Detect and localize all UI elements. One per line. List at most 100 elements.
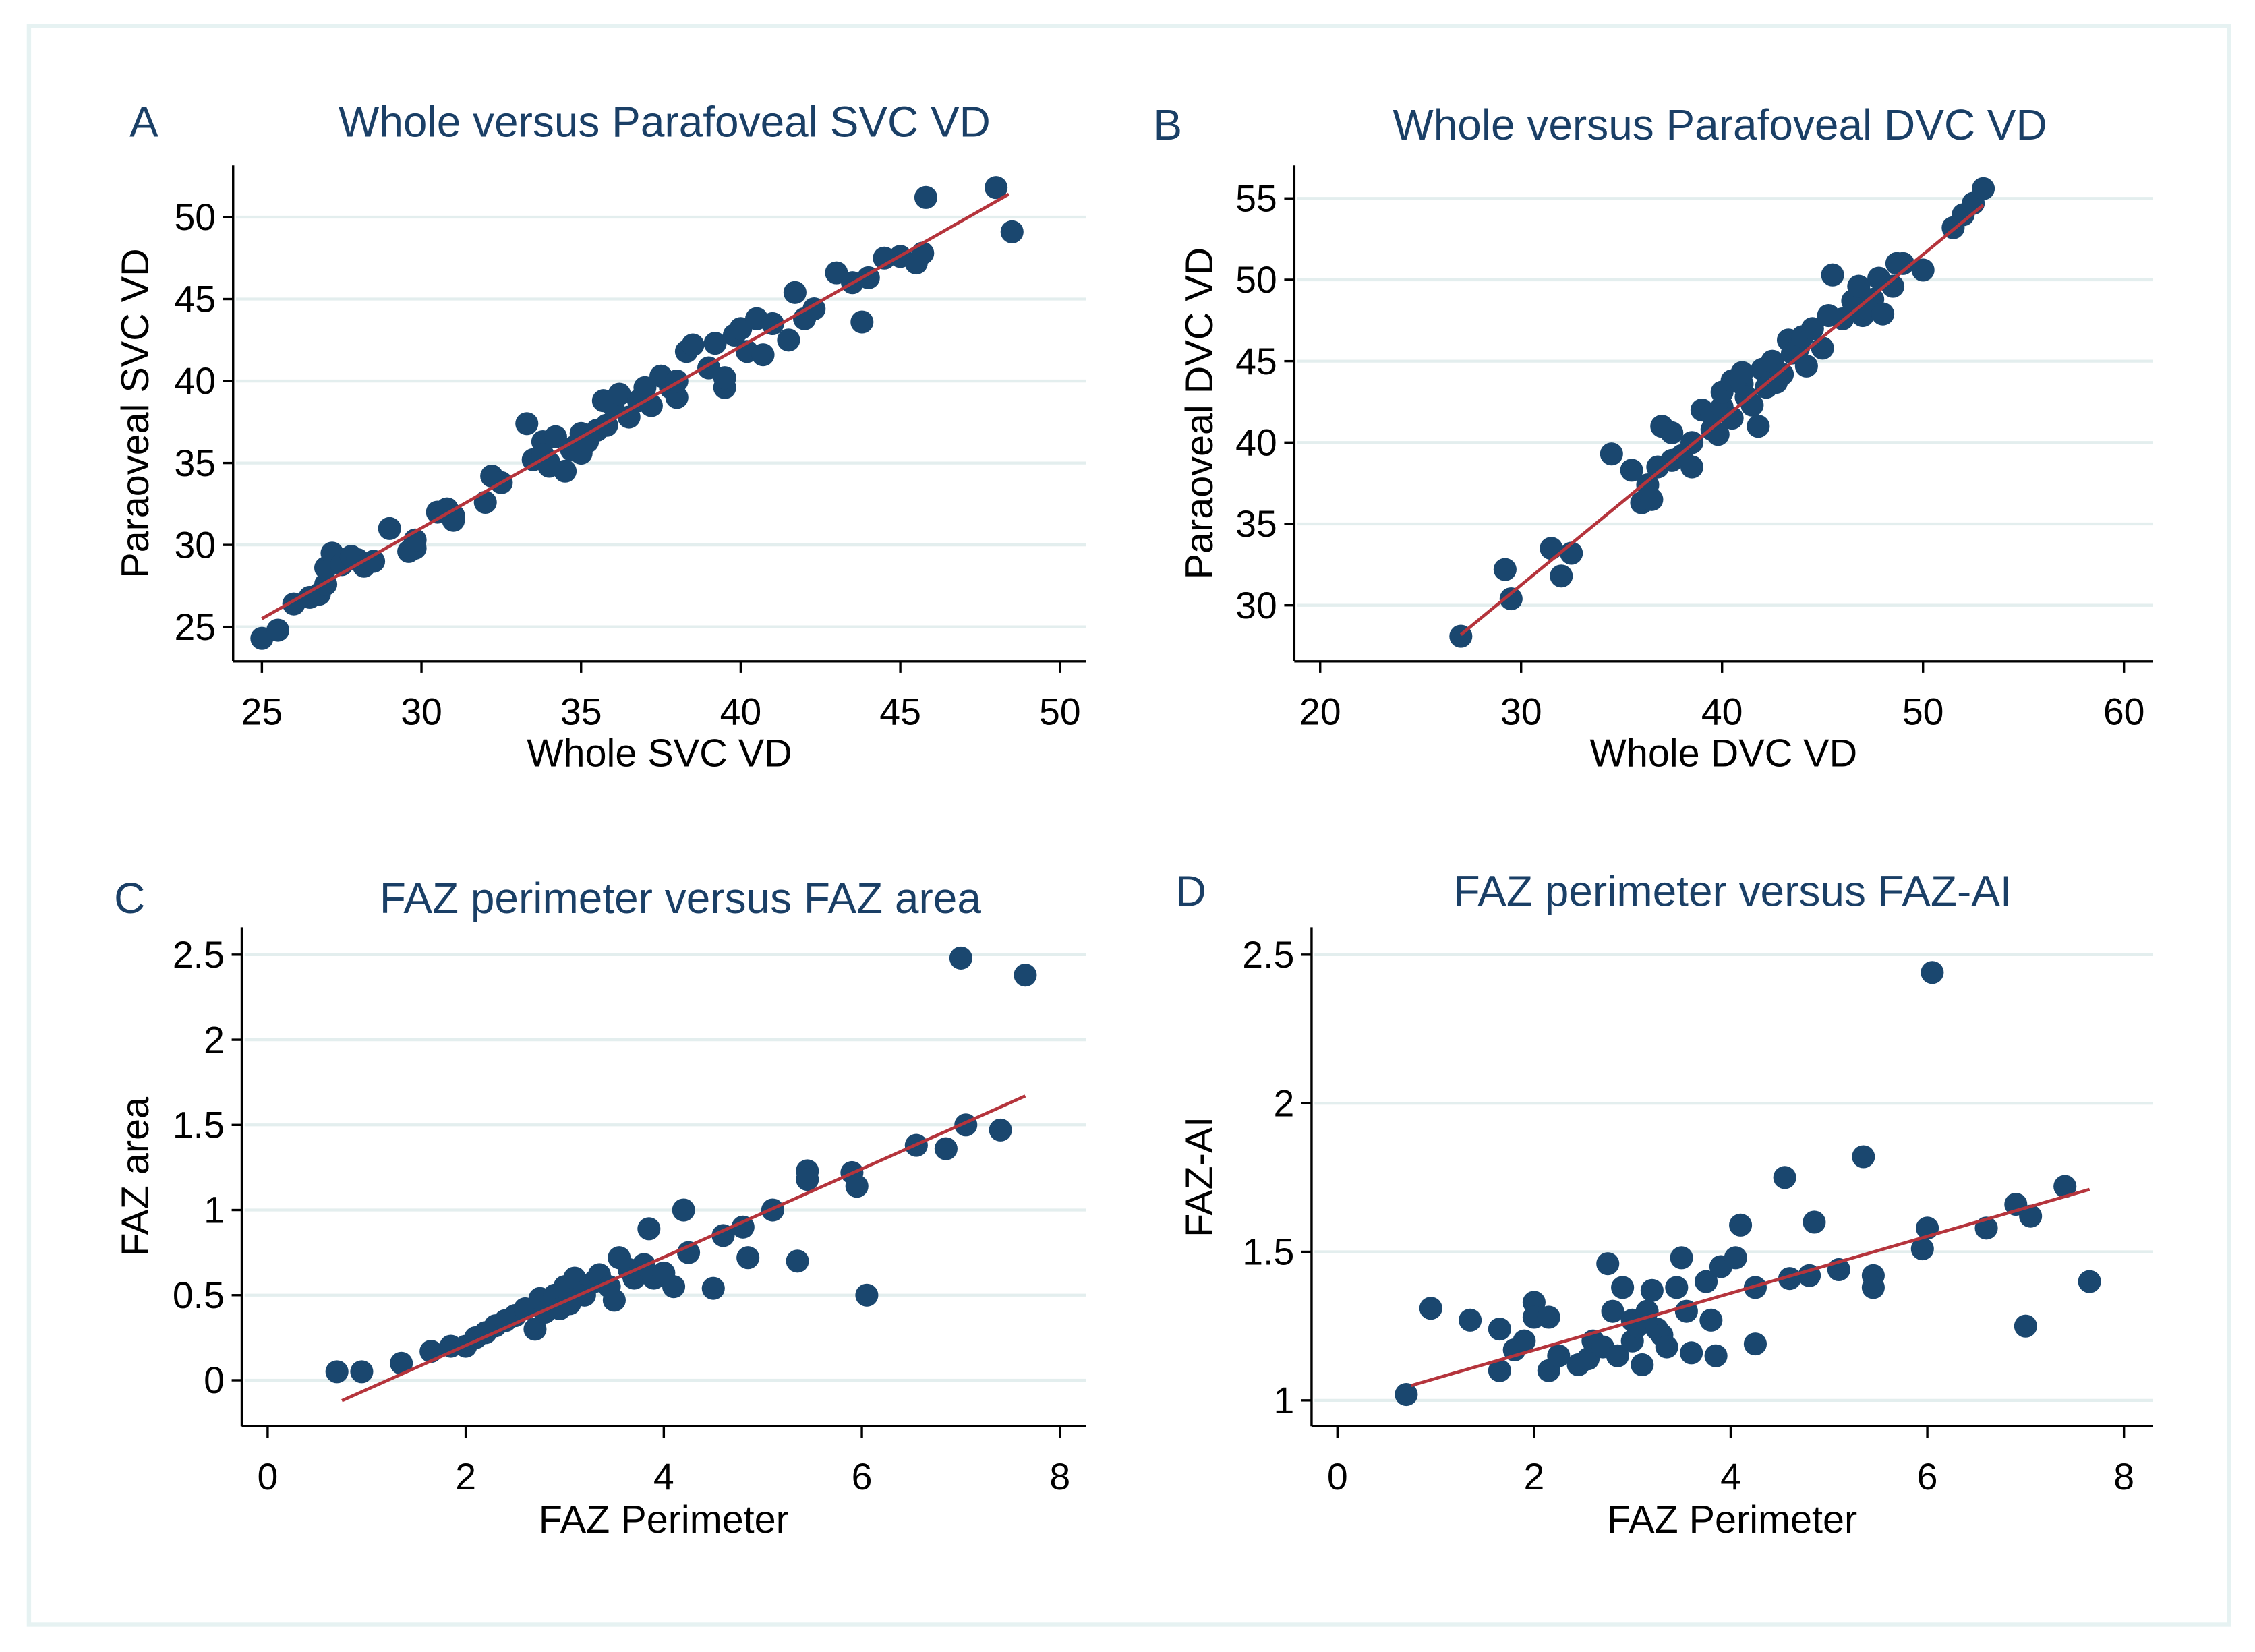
- data-point: [390, 1351, 413, 1375]
- data-point: [1803, 1210, 1826, 1234]
- data-point: [2078, 1270, 2101, 1293]
- x-tick-label: 2: [455, 1456, 476, 1498]
- data-point: [325, 1360, 349, 1384]
- data-point: [1743, 1332, 1767, 1356]
- data-point: [1871, 302, 1895, 326]
- data-point: [703, 332, 727, 355]
- panel-c: 0 0.5 1 1.5 2 2.5 0 2 4 6 8 C FAZ perimeter versus F…: [114, 874, 1086, 1541]
- panel-letter: B: [1153, 100, 1182, 149]
- data-point: [1395, 1382, 1418, 1407]
- x-axis-title: Whole DVC VD: [1590, 732, 1858, 775]
- data-point: [544, 425, 567, 448]
- data-point: [855, 1283, 879, 1307]
- data-point: [845, 1175, 869, 1198]
- panel-letter: A: [129, 98, 158, 146]
- data-point: [1821, 263, 1844, 287]
- data-point: [1730, 361, 1754, 384]
- data-point: [442, 504, 465, 527]
- x-tick-label: 60: [2103, 691, 2145, 733]
- x-tick-label: 0: [257, 1456, 278, 1498]
- x-tick-label: 20: [1299, 691, 1341, 733]
- data-point: [602, 1289, 626, 1312]
- data-point: [1729, 1213, 1753, 1237]
- y-tick-label: 1: [204, 1189, 225, 1231]
- data-point: [1596, 1252, 1620, 1276]
- data-point: [985, 176, 1008, 200]
- chart-title: FAZ perimeter versus FAZ area: [380, 874, 981, 922]
- panel-letter: C: [114, 874, 145, 922]
- data-point: [1459, 1308, 1482, 1332]
- data-point: [473, 490, 497, 514]
- data-point: [1631, 1353, 1654, 1377]
- data-point: [761, 312, 784, 336]
- y-tick-label: 45: [174, 278, 216, 320]
- data-point: [1537, 1305, 1560, 1329]
- x-tick-label: 40: [1701, 691, 1743, 733]
- y-axis-title: FAZ area: [114, 1096, 157, 1257]
- data-point: [1881, 274, 1905, 298]
- data-point: [350, 1360, 374, 1384]
- data-point: [1611, 1276, 1635, 1299]
- y-tick-label: 2.5: [1242, 934, 1294, 976]
- x-tick-label: 6: [852, 1456, 873, 1498]
- y-tick-label: 35: [174, 442, 216, 484]
- data-point: [1921, 961, 1944, 984]
- data-point: [1665, 1276, 1689, 1299]
- data-point: [1800, 317, 1824, 341]
- data-point: [1680, 1341, 1703, 1365]
- data-point: [665, 386, 689, 409]
- chart-title: FAZ perimeter versus FAZ-AI: [1454, 866, 2012, 915]
- regression-line: [261, 192, 1010, 620]
- data-point: [1861, 1276, 1885, 1299]
- data-point: [1773, 1166, 1796, 1189]
- data-point: [1694, 1270, 1718, 1293]
- data-point: [934, 1137, 958, 1160]
- data-point: [1704, 1344, 1728, 1367]
- data-point: [2014, 1314, 2037, 1338]
- data-point: [1852, 1145, 1875, 1169]
- x-tick-label: 2: [1523, 1456, 1544, 1498]
- data-point: [1794, 354, 1818, 378]
- y-tick-label: 2: [204, 1019, 225, 1061]
- y-tick-label: 2: [1274, 1082, 1295, 1124]
- data-point: [523, 1318, 547, 1341]
- y-tick-label: 45: [1235, 341, 1277, 382]
- y-tick-label: 40: [1235, 422, 1277, 464]
- data-point: [1550, 564, 1573, 588]
- x-tick-label: 4: [1720, 1456, 1741, 1498]
- panel-b: 30 35 40 45 50 55 20 30 40 50 60 B Whole versus Para…: [1153, 100, 2153, 775]
- data-point: [1720, 407, 1744, 430]
- data-point: [914, 185, 938, 209]
- data-point: [637, 1217, 661, 1241]
- data-point: [1493, 558, 1517, 581]
- y-tick-label: 2.5: [173, 934, 225, 976]
- data-point: [1670, 1246, 1693, 1270]
- y-tick-label: 35: [1235, 503, 1277, 545]
- data-point: [783, 281, 807, 304]
- data-point: [911, 241, 935, 265]
- data-point: [1640, 1278, 1664, 1302]
- x-tick-label: 25: [241, 691, 283, 733]
- data-point: [1014, 964, 1037, 987]
- y-tick-label: 1.5: [1242, 1231, 1294, 1273]
- panel-letter: D: [1175, 866, 1206, 915]
- x-axis-title: Whole SVC VD: [527, 732, 792, 775]
- y-tick-label: 30: [174, 524, 216, 566]
- data-point: [1724, 1246, 1747, 1270]
- data-point: [989, 1118, 1012, 1142]
- x-tick-label: 8: [1049, 1456, 1070, 1498]
- data-point: [796, 1168, 819, 1191]
- data-point: [361, 550, 386, 573]
- data-point: [1606, 1344, 1629, 1367]
- data-point: [515, 412, 539, 436]
- data-point: [701, 1276, 725, 1300]
- x-tick-label: 35: [560, 691, 602, 733]
- data-point: [2019, 1204, 2043, 1228]
- data-point: [1488, 1359, 1511, 1382]
- data-point: [1547, 1344, 1571, 1367]
- data-point: [1636, 473, 1660, 497]
- data-point: [786, 1249, 809, 1273]
- data-point: [777, 328, 800, 352]
- data-point: [676, 1241, 701, 1264]
